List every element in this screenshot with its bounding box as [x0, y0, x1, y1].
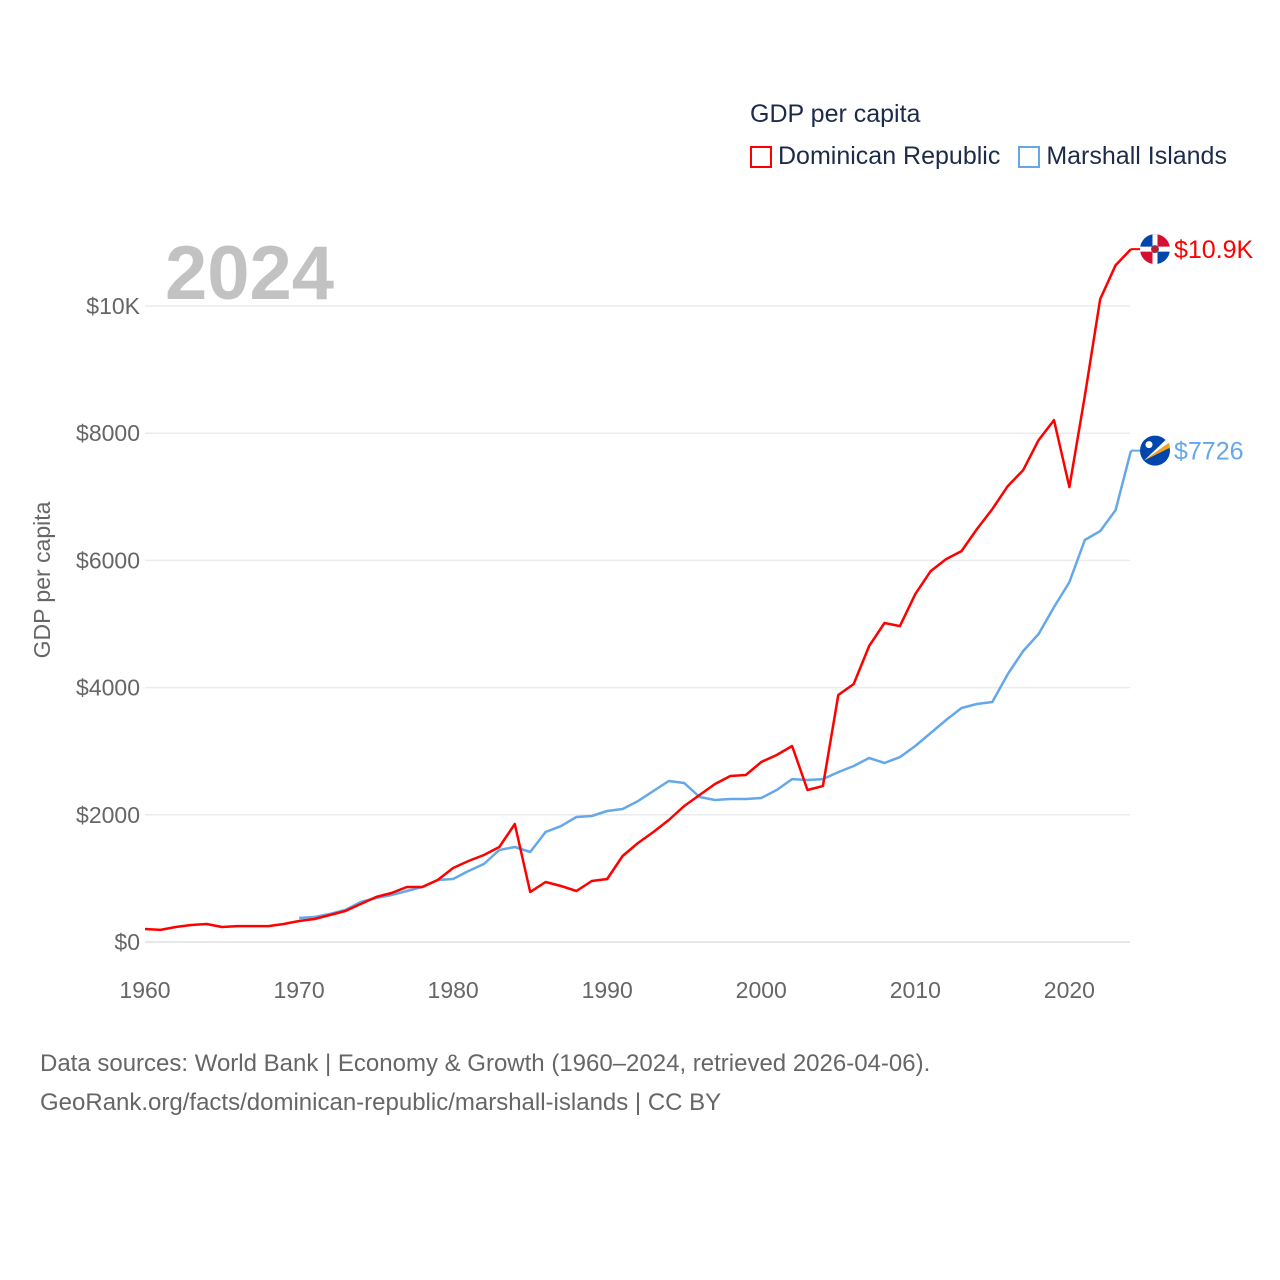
legend: Dominican Republic Marshall Islands — [750, 142, 1227, 171]
y-tick-label: $0 — [114, 929, 140, 955]
end-value-label: $7726 — [1174, 438, 1244, 466]
x-tick-label: 2000 — [736, 977, 787, 1003]
series-line-marshall-islands — [299, 450, 1133, 920]
y-tick-label: $4000 — [76, 675, 140, 701]
y-axis-label: GDP per capita — [29, 501, 55, 658]
marshall-islands-flag-icon — [1140, 435, 1170, 466]
end-value-label: $10.9K — [1174, 236, 1254, 264]
footer-sources: Data sources: World Bank | Economy & Gro… — [40, 1044, 930, 1122]
footer-line-2[interactable]: GeoRank.org/facts/dominican-republic/mar… — [40, 1089, 722, 1116]
y-tick-label: $2000 — [76, 802, 140, 828]
legend-item-dominican-republic[interactable]: Dominican Republic — [750, 142, 1000, 171]
series-lines — [144, 248, 1133, 932]
current-year-label: 2024 — [165, 231, 335, 316]
grid-lines — [145, 305, 1130, 943]
x-axis-ticks: 1960 1970 1980 1990 2000 2010 2020 — [119, 977, 1095, 1003]
x-tick-label: 2020 — [1044, 977, 1095, 1003]
y-tick-label: $10K — [86, 293, 140, 319]
legend-item-marshall-islands[interactable]: Marshall Islands — [1018, 142, 1227, 171]
y-tick-label: $6000 — [76, 547, 140, 573]
y-tick-label: $8000 — [76, 420, 140, 446]
series-line-dominican-republic — [144, 248, 1132, 932]
x-tick-label: 1980 — [428, 977, 479, 1003]
legend-label: Dominican Republic — [778, 142, 1001, 170]
y-axis-ticks: $0 $2000 $4000 $6000 $8000 $10K — [76, 293, 141, 955]
x-tick-label: 2010 — [890, 977, 941, 1003]
legend-swatch — [1018, 145, 1041, 168]
end-labels: $10.9K $7726 — [1131, 234, 1254, 466]
x-tick-label: 1990 — [582, 977, 633, 1003]
legend-title: GDP per capita — [750, 100, 921, 128]
legend-swatch — [750, 145, 772, 168]
footer-line-1: Data sources: World Bank | Economy & Gro… — [40, 1050, 931, 1077]
dominican-republic-flag-icon — [1140, 234, 1170, 265]
x-tick-label: 1960 — [119, 977, 170, 1003]
legend-label: Marshall Islands — [1046, 142, 1227, 170]
x-tick-label: 1970 — [273, 977, 324, 1003]
